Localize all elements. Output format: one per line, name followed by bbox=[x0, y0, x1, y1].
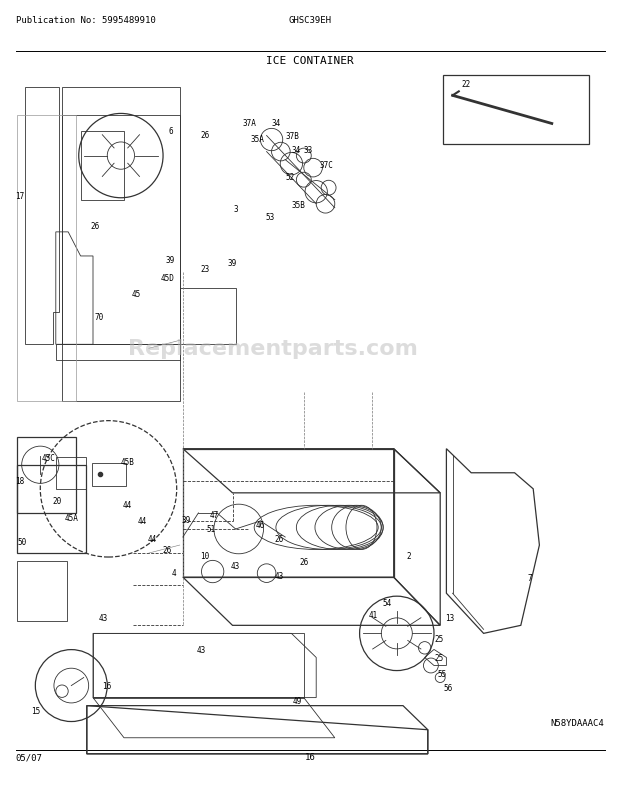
Text: 13: 13 bbox=[445, 613, 454, 622]
Bar bbox=[92, 464, 126, 486]
Text: 35B: 35B bbox=[291, 200, 305, 209]
Text: 05/07: 05/07 bbox=[16, 752, 42, 761]
Bar bbox=[17, 465, 86, 553]
Text: 44: 44 bbox=[148, 534, 156, 544]
Text: 10: 10 bbox=[200, 551, 209, 561]
Bar bbox=[443, 76, 589, 144]
Text: 3: 3 bbox=[233, 205, 238, 213]
Text: 18: 18 bbox=[16, 476, 25, 486]
Text: 43: 43 bbox=[197, 645, 206, 654]
Text: 47: 47 bbox=[210, 510, 218, 520]
Text: 45A: 45A bbox=[64, 513, 78, 522]
Text: 35A: 35A bbox=[250, 135, 264, 144]
Text: 26: 26 bbox=[299, 557, 308, 566]
Text: N58YDAAAC4: N58YDAAAC4 bbox=[551, 718, 604, 727]
Text: 54: 54 bbox=[383, 598, 392, 608]
Text: 44: 44 bbox=[138, 516, 147, 526]
Text: 26: 26 bbox=[200, 131, 209, 140]
Text: 26: 26 bbox=[163, 545, 172, 554]
Text: 4: 4 bbox=[172, 568, 177, 577]
Text: 45D: 45D bbox=[161, 273, 174, 283]
Text: 15: 15 bbox=[31, 706, 40, 715]
Bar bbox=[17, 437, 76, 513]
Text: 25: 25 bbox=[434, 653, 443, 662]
Text: Publication No: 5995489910: Publication No: 5995489910 bbox=[16, 16, 155, 25]
Text: 53: 53 bbox=[265, 213, 274, 221]
Text: 16: 16 bbox=[304, 752, 316, 761]
Bar bbox=[56, 457, 86, 489]
Text: 6: 6 bbox=[168, 127, 173, 136]
Text: 25: 25 bbox=[434, 634, 443, 643]
Text: 37B: 37B bbox=[285, 132, 299, 141]
Text: 34: 34 bbox=[291, 146, 301, 155]
Text: 45C: 45C bbox=[42, 453, 55, 462]
Text: 49: 49 bbox=[293, 696, 302, 705]
Text: 17: 17 bbox=[16, 192, 25, 201]
Text: 26: 26 bbox=[90, 221, 99, 231]
Text: 7: 7 bbox=[527, 573, 531, 582]
Text: 43: 43 bbox=[99, 613, 108, 622]
Text: 33: 33 bbox=[304, 146, 313, 155]
Text: 43: 43 bbox=[231, 561, 240, 570]
Text: 56: 56 bbox=[443, 683, 453, 693]
Bar bbox=[17, 561, 67, 622]
Text: 26: 26 bbox=[275, 534, 283, 544]
Text: 70: 70 bbox=[95, 312, 104, 322]
Text: 52: 52 bbox=[285, 172, 294, 181]
Text: 39: 39 bbox=[166, 256, 175, 265]
Text: GHSC39EH: GHSC39EH bbox=[288, 16, 332, 25]
Text: 39: 39 bbox=[182, 515, 190, 525]
Text: 41: 41 bbox=[369, 610, 378, 619]
Text: 45B: 45B bbox=[121, 457, 135, 466]
Text: 51: 51 bbox=[206, 525, 215, 534]
Text: 39: 39 bbox=[228, 258, 237, 268]
Bar bbox=[17, 116, 76, 401]
Text: Replacementparts.com: Replacementparts.com bbox=[128, 339, 418, 358]
Text: 2: 2 bbox=[407, 551, 412, 561]
Text: 20: 20 bbox=[53, 496, 62, 506]
Text: 37C: 37C bbox=[319, 160, 333, 169]
Text: 55: 55 bbox=[437, 669, 446, 678]
Text: 37A: 37A bbox=[242, 119, 256, 128]
Text: 46: 46 bbox=[256, 520, 265, 530]
Text: 45: 45 bbox=[132, 290, 141, 299]
Text: 16: 16 bbox=[102, 681, 112, 691]
Text: ICE CONTAINER: ICE CONTAINER bbox=[266, 56, 354, 66]
Text: 50: 50 bbox=[17, 537, 27, 546]
Text: 34: 34 bbox=[272, 119, 280, 128]
Text: 43: 43 bbox=[275, 571, 283, 581]
Text: 22: 22 bbox=[462, 80, 471, 89]
Text: 23: 23 bbox=[200, 264, 209, 273]
Text: 44: 44 bbox=[123, 500, 131, 510]
